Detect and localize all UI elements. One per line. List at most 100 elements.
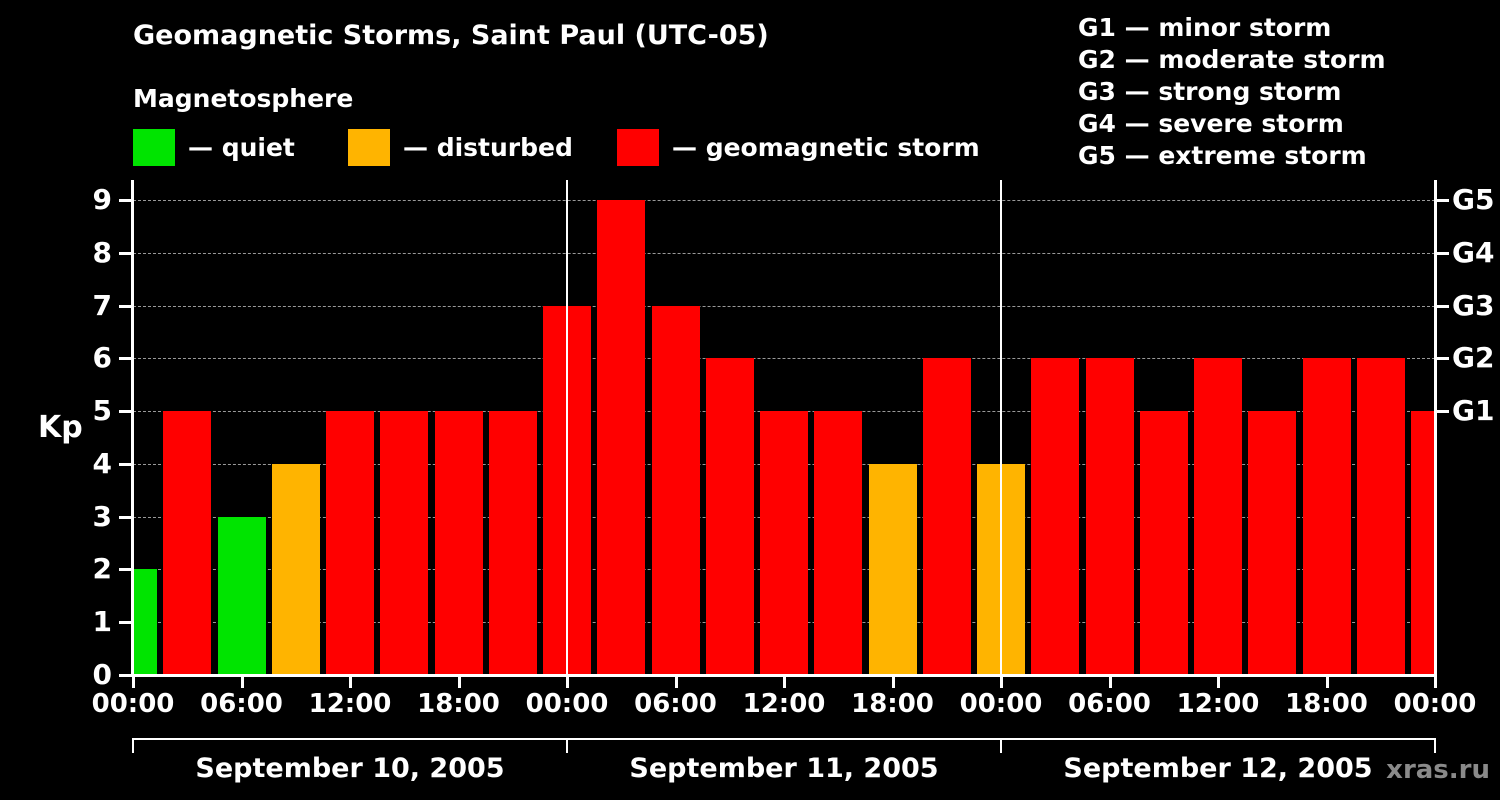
disturbed-color-swatch: [348, 129, 390, 166]
kp-bar: [434, 411, 483, 675]
g-axis-label: G1: [1452, 394, 1495, 428]
legend-label-quiet: — quiet: [188, 133, 295, 162]
y-axis-tick-label: 9: [92, 183, 112, 216]
kp-bar: [922, 358, 971, 675]
y-axis-tick-label: 6: [92, 341, 112, 375]
g-scale-legend-item: G1 — minor storm: [1078, 13, 1332, 42]
g-axis-label: G4: [1452, 235, 1495, 269]
y-axis-tick: [119, 674, 132, 677]
kp-gridline: [133, 252, 1435, 254]
g-axis-tick: [1437, 251, 1449, 255]
time-tick-label: 12:00: [1176, 689, 1260, 719]
kp-bar: [217, 516, 266, 675]
date-axis-tick: [566, 738, 568, 753]
day-boundary-line: [566, 180, 568, 675]
legend-item-storm: — geomagnetic storm: [617, 129, 980, 166]
g-axis-tick: [1437, 304, 1449, 308]
y-axis-tick: [119, 304, 132, 308]
kp-bar: [1031, 358, 1080, 675]
y-axis-tick: [119, 515, 132, 519]
date-label: September 12, 2005: [1063, 753, 1373, 784]
time-tick-label: 12:00: [308, 689, 392, 719]
time-tick-label: 00:00: [959, 689, 1043, 719]
g-scale-legend-item: G2 — moderate storm: [1078, 45, 1386, 74]
kp-bar: [868, 463, 917, 675]
kp-gridline: [133, 200, 1435, 201]
time-tick-label: 00:00: [91, 689, 175, 719]
x-axis-spine: [131, 674, 1437, 677]
y-axis-tick: [119, 462, 132, 466]
date-axis-tick: [132, 738, 134, 753]
x-axis-tick: [1108, 676, 1112, 688]
plot-area: [133, 180, 1435, 675]
time-tick-label: 00:00: [1393, 689, 1477, 719]
g-axis-tick: [1437, 410, 1449, 414]
y-axis-label: Kp: [38, 410, 83, 445]
kp-bar: [133, 569, 157, 675]
chart-subtitle: Magnetosphere: [133, 84, 354, 113]
y-axis-tick: [119, 410, 132, 414]
time-tick-label: 18:00: [417, 689, 500, 719]
kp-bar: [1356, 358, 1405, 675]
date-axis-tick: [1434, 738, 1436, 753]
time-tick-label: 06:00: [200, 689, 283, 719]
y-axis-tick-label: 8: [92, 235, 112, 269]
kp-gridline: [133, 305, 1435, 307]
date-axis-line: [133, 738, 1435, 740]
legend-item-disturbed: — disturbed: [348, 129, 573, 166]
g-scale-legend-item: G3 — strong storm: [1078, 77, 1342, 106]
date-label: September 11, 2005: [629, 753, 939, 784]
time-tick-label: 18:00: [1285, 689, 1368, 719]
storm-color-swatch: [617, 129, 659, 166]
x-axis-tick: [1000, 676, 1003, 688]
kp-bar: [1411, 411, 1435, 675]
legend-label-disturbed: — disturbed: [403, 133, 573, 162]
watermark: xras.ru: [1386, 755, 1490, 785]
g-axis-tick: [1437, 357, 1449, 361]
time-tick-label: 00:00: [525, 689, 609, 719]
y-axis-tick-label: 3: [92, 499, 112, 533]
x-axis-tick: [1325, 676, 1329, 688]
y-axis-tick: [119, 357, 132, 361]
kp-bar: [1248, 411, 1297, 675]
kp-bar: [651, 305, 700, 675]
kp-bar: [760, 411, 808, 675]
legend-label-storm: — geomagnetic storm: [672, 133, 980, 162]
time-tick-label: 06:00: [1068, 689, 1151, 719]
x-axis-tick: [349, 676, 352, 688]
x-axis-tick: [674, 676, 678, 688]
quiet-color-swatch: [133, 129, 175, 166]
chart-title: Geomagnetic Storms, Saint Paul (UTC-05): [133, 20, 769, 51]
kp-bar: [1085, 358, 1134, 675]
g-scale-legend: G1 — minor storm G2 — moderate storm G3 — …: [1078, 12, 1386, 172]
y-axis-tick: [119, 621, 132, 625]
kp-bar: [380, 411, 429, 675]
x-axis-tick: [132, 676, 135, 688]
kp-bar: [597, 200, 646, 675]
kp-bar: [488, 411, 537, 675]
y-axis-tick-label: 2: [92, 552, 112, 586]
kp-bar: [705, 358, 754, 675]
g-scale-legend-item: G4 — severe storm: [1078, 109, 1344, 138]
g-axis-label: G5: [1452, 183, 1495, 216]
kp-bar: [814, 411, 863, 675]
y-axis-tick-label: 5: [92, 394, 112, 428]
y-axis-tick-label: 1: [92, 605, 112, 639]
time-tick-label: 18:00: [851, 689, 934, 719]
date-label: September 10, 2005: [195, 753, 505, 784]
y-axis-tick-label: 7: [92, 288, 112, 322]
kp-bar: [1302, 358, 1351, 675]
kp-bar: [326, 411, 374, 675]
x-axis-tick: [783, 676, 786, 688]
kp-bar: [1194, 358, 1242, 675]
right-axis-spine: [1434, 180, 1437, 677]
kp-bar: [163, 411, 212, 675]
x-axis-tick: [457, 676, 461, 688]
x-axis-tick: [891, 676, 895, 688]
x-axis-tick: [1217, 676, 1220, 688]
g-scale-legend-item: G5 — extreme storm: [1078, 141, 1367, 170]
day-boundary-line: [1000, 180, 1002, 675]
kp-bar: [271, 463, 320, 675]
kp-bar: [1139, 411, 1188, 675]
